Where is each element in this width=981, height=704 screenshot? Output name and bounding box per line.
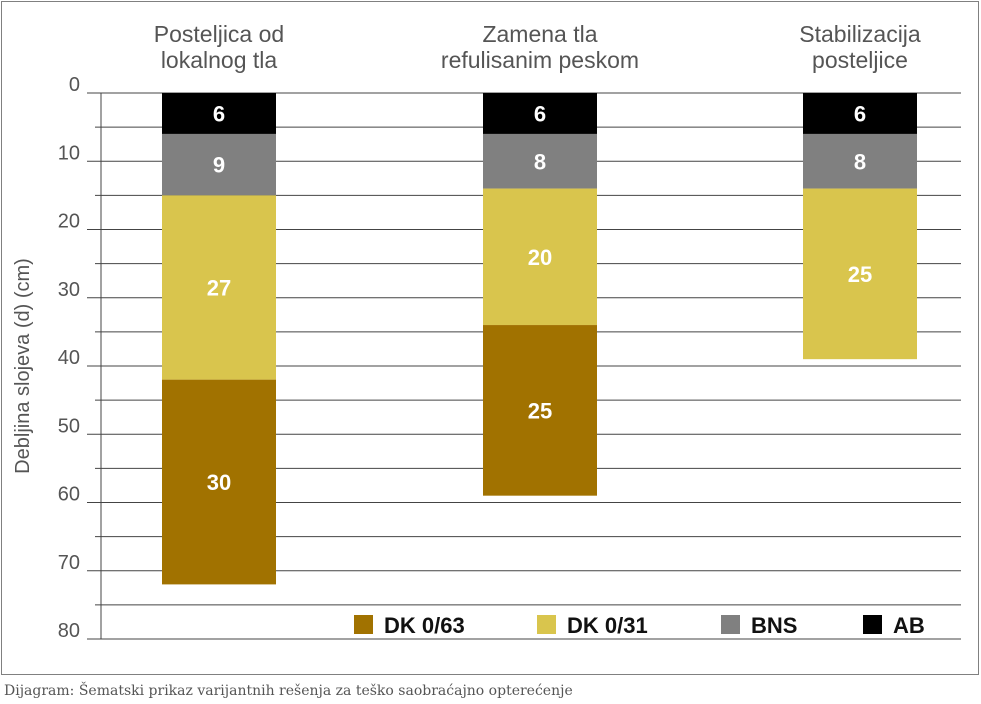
bar-segment-dk-0-63 [162, 379, 276, 585]
y-tick-label: 20 [58, 211, 80, 233]
legend-label: AB [893, 613, 925, 638]
y-tick-label: 40 [58, 347, 80, 369]
bar-segment-dk-0-31 [803, 188, 917, 360]
chart-frame: 0 10 20 30 40 50 60 70 80 Debljina slojeva (d) (c… [1, 1, 979, 675]
legend-label: BNS [751, 613, 797, 638]
bar-segment-ab [483, 93, 597, 134]
category-title: refulisanim peskom [441, 47, 639, 73]
bar-value-label: 8 [854, 149, 866, 174]
bar-segment-dk-0-31 [483, 188, 597, 326]
legend-label: DK 0/31 [567, 613, 648, 638]
y-tick-label: 50 [58, 415, 80, 437]
bar-value-label: 27 [207, 276, 231, 301]
category-title: Posteljica od [154, 21, 284, 47]
layer-thickness-chart: 0 10 20 30 40 50 60 70 80 Debljina slojeva (d) (c… [12, 21, 961, 642]
bar-segment-bns [483, 133, 597, 189]
bar-value-label: 25 [848, 262, 872, 287]
legend-swatch [863, 615, 882, 634]
category-title: posteljice [812, 47, 908, 73]
legend-swatch [537, 615, 556, 634]
category-title: lokalnog tla [161, 47, 278, 73]
y-tick-label: 30 [58, 279, 80, 301]
y-tick-label: 70 [58, 552, 80, 574]
y-tick-label: 80 [58, 620, 80, 642]
bar-segment-dk-0-63 [483, 325, 597, 496]
bar-value-label: 6 [534, 101, 546, 126]
bar-value-label: 30 [207, 470, 231, 495]
bar-segment-bns [162, 133, 276, 196]
legend-swatch [721, 615, 740, 634]
bar-value-label: 25 [528, 398, 552, 423]
y-tick-label: 10 [58, 142, 80, 164]
bar-segment-bns [803, 133, 917, 189]
category-title: Stabilizacija [799, 21, 921, 47]
y-tick-label: 60 [58, 484, 80, 506]
bar-segment-ab [803, 93, 917, 134]
bar-segment-ab [162, 93, 276, 134]
bar-value-label: 6 [854, 101, 866, 126]
category-title: Zamena tla [482, 21, 597, 47]
bar-value-label: 8 [534, 149, 546, 174]
y-tick-label: 0 [69, 74, 80, 96]
figure-caption: Dijagram: Šematski prikaz varijantnih re… [4, 683, 573, 699]
y-axis-label: Debljina slojeva (d) (cm) [12, 258, 34, 474]
legend-swatch [354, 615, 373, 634]
legend-label: DK 0/63 [384, 613, 465, 638]
bar-value-label: 20 [528, 245, 552, 270]
bar-segment-dk-0-31 [162, 195, 276, 380]
bar-value-label: 6 [213, 101, 225, 126]
bar-value-label: 9 [213, 153, 225, 178]
